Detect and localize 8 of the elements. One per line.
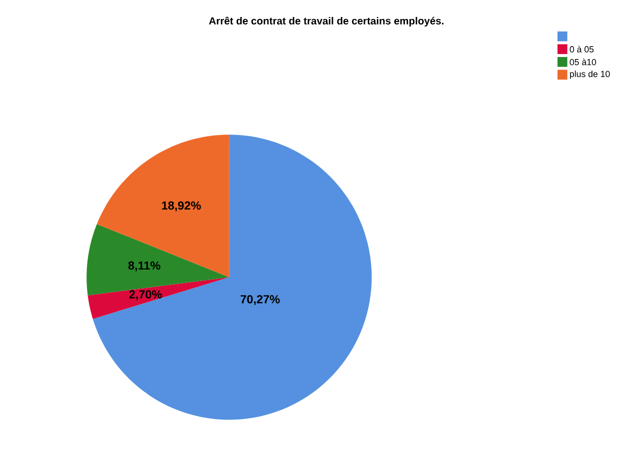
data-label: 2,70% <box>129 290 162 300</box>
data-label: 70,27% <box>240 294 280 305</box>
chart-title: Arrêt de contrat de travail de certains employés. <box>208 16 444 26</box>
data-label: 18,92% <box>162 201 201 212</box>
legend-label: plus de 10 <box>570 70 610 79</box>
legend-label: 0 à 05 <box>570 46 594 52</box>
data-label: 8,11% <box>128 261 160 272</box>
legend-label: 05 à10 <box>570 58 596 66</box>
